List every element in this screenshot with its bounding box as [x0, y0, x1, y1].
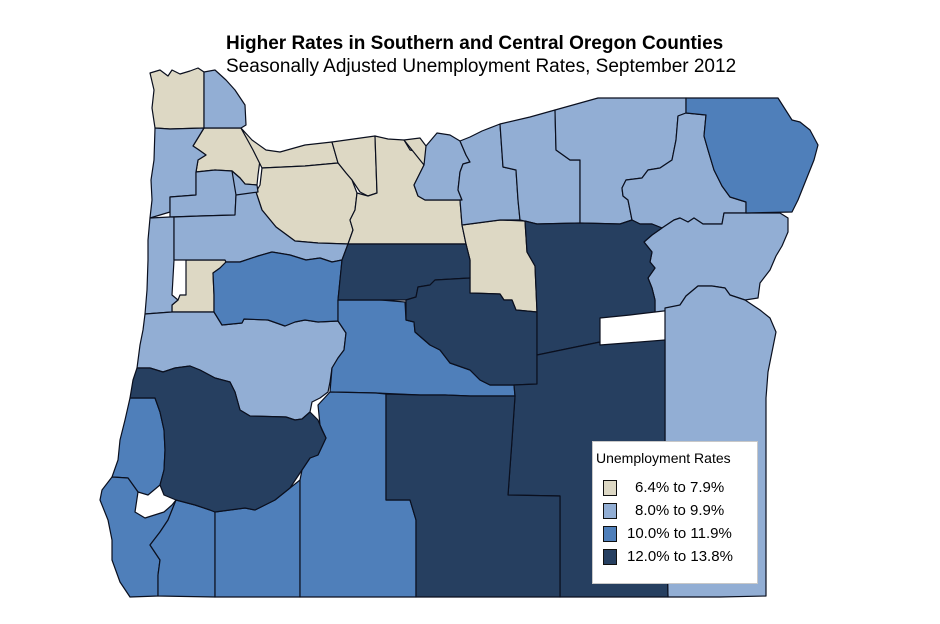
- class-6-4-to-7-9: [149, 67, 538, 313]
- legend-label: 12.0% to 13.8%: [627, 548, 733, 565]
- legend-item-class-1: 6.4% to 7.9%: [603, 478, 757, 498]
- legend-swatch-mid-blue: [603, 526, 617, 542]
- legend-label: 6.4% to 7.9%: [635, 479, 725, 496]
- county-lake[interactable]: [385, 393, 561, 598]
- county-grant[interactable]: [524, 219, 663, 356]
- county-linn[interactable]: [212, 251, 343, 327]
- legend-item-class-3: 10.0% to 11.9%: [603, 524, 757, 544]
- map-legend: Unemployment Rates 6.4% to 7.9% 8.0% to …: [592, 441, 758, 584]
- county-wallowa[interactable]: [685, 97, 819, 214]
- county-douglas[interactable]: [129, 365, 327, 513]
- county-washington[interactable]: [203, 69, 247, 129]
- legend-item-class-4: 12.0% to 13.8%: [603, 547, 757, 567]
- legend-item-class-2: 8.0% to 9.9%: [603, 501, 757, 521]
- county-linn-north[interactable]: [231, 170, 259, 196]
- legend-label: 10.0% to 11.9%: [627, 525, 732, 542]
- legend-swatch-tan: [603, 480, 617, 496]
- county-lincoln[interactable]: [144, 216, 179, 315]
- legend-swatch-light-blue: [603, 503, 617, 519]
- map-subtitle: Seasonally Adjusted Unemployment Rates, …: [226, 56, 737, 77]
- legend-title: Unemployment Rates: [596, 450, 731, 466]
- map-title: Higher Rates in Southern and Central Ore…: [226, 33, 724, 54]
- legend-label: 8.0% to 9.9%: [635, 502, 725, 519]
- county-morrow-north[interactable]: [457, 123, 521, 226]
- county-clatsop[interactable]: [149, 67, 205, 130]
- legend-swatch-navy: [603, 549, 617, 565]
